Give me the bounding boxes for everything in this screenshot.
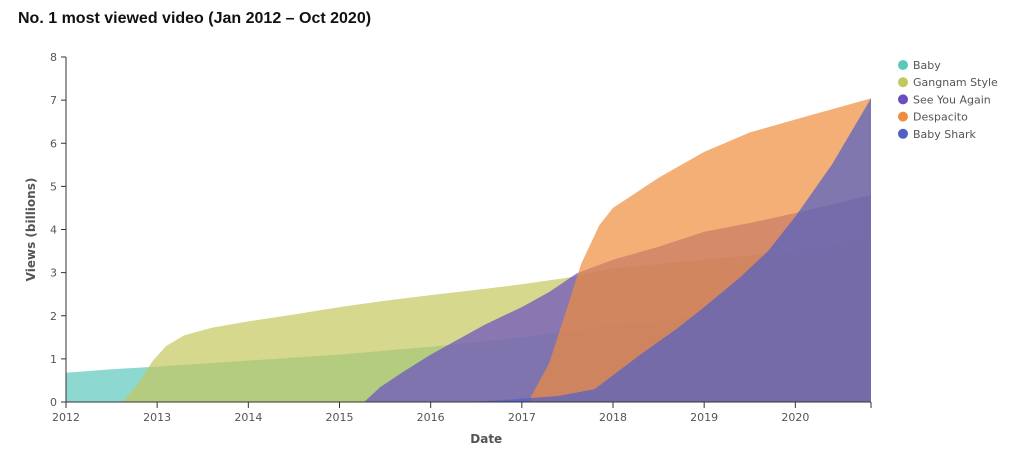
x-tick-label: 2015 [325,411,353,424]
x-axis-label: Date [470,432,502,446]
legend-swatch-baby [898,60,908,70]
y-ticks: 0 1 2 3 4 5 6 7 8 [50,51,66,409]
y-tick-label: 4 [50,224,57,237]
legend-swatch-gangnam-style [898,77,908,88]
y-tick-label: 3 [50,267,57,280]
x-tick-label: 2020 [781,411,809,424]
y-tick-label: 1 [50,353,57,366]
y-axis-label: Views (billions) [24,178,38,282]
legend-label-baby-shark: Baby Shark [913,128,976,141]
x-tick-label: 2016 [417,411,445,424]
y-tick-label: 6 [50,137,57,150]
legend-label-see-you-again: See You Again [913,93,991,106]
legend-swatch-baby-shark [898,128,908,139]
series-areas [66,98,871,403]
y-tick-label: 2 [50,310,57,323]
x-tick-label: 2018 [599,411,627,424]
x-ticks: 2012 2013 2014 2015 2016 2017 2018 2019 2020 [52,402,872,424]
y-tick-label: 7 [50,94,57,107]
legend-label-gangnam-style: Gangnam Style [913,76,998,89]
y-tick-label: 5 [50,180,57,193]
legend-label-baby: Baby [913,59,941,72]
legend-label-despacito: Despacito [913,111,968,124]
legend-swatch-see-you-again [898,94,908,105]
y-tick-label: 8 [50,51,57,64]
x-tick-label: 2013 [143,411,171,424]
area-baby-shark [471,98,871,403]
x-tick-label: 2014 [234,411,262,424]
x-tick-label: 2017 [508,411,536,424]
legend: Baby Gangnam Style See You Again Despacito B… [898,59,998,141]
x-tick-label: 2012 [52,411,80,424]
chart-title: No. 1 most viewed video (Jan 2012 – Oct … [18,10,372,27]
x-tick-label: 2019 [690,411,718,424]
legend-swatch-despacito [898,111,908,122]
y-tick-label: 0 [50,396,57,409]
